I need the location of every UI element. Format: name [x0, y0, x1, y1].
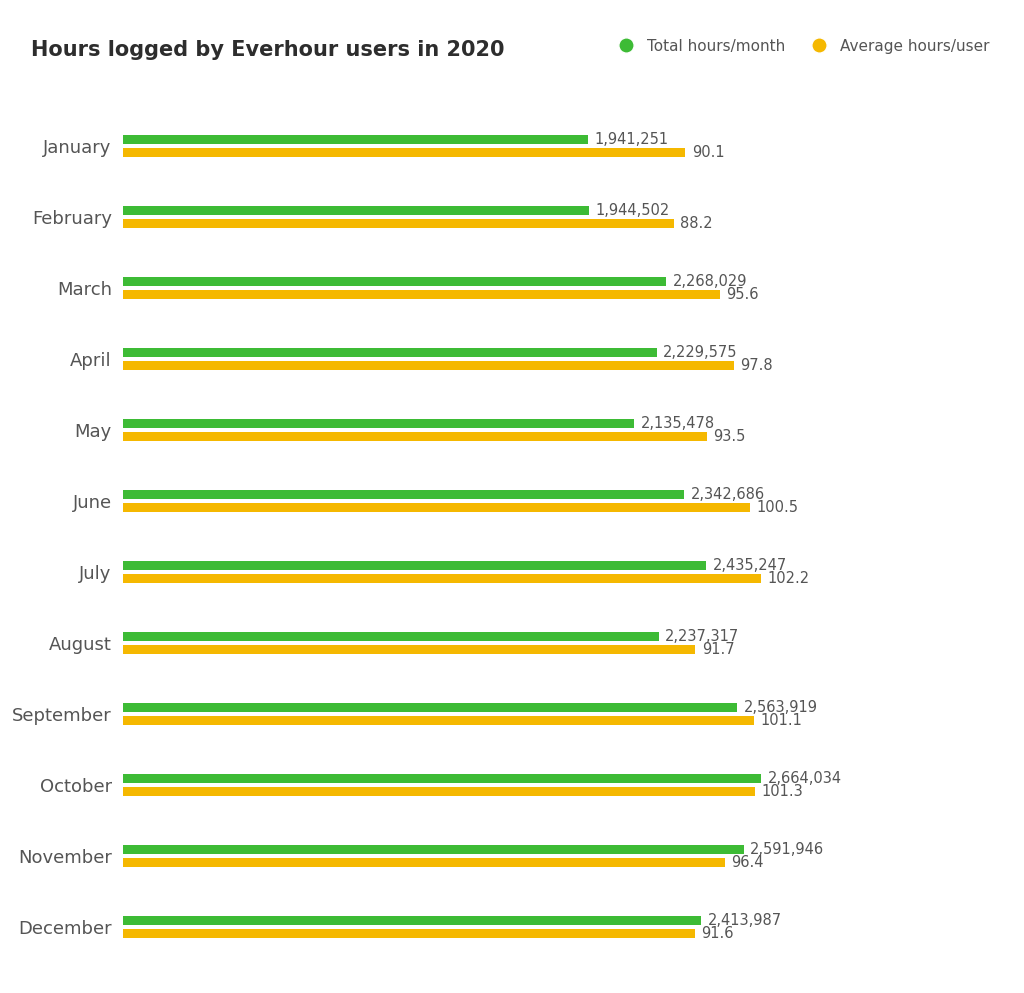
Text: 96.4: 96.4: [731, 855, 764, 870]
Text: 2,229,575: 2,229,575: [664, 346, 738, 360]
Bar: [123, 561, 707, 570]
Text: 1,944,502: 1,944,502: [595, 204, 670, 218]
Bar: [123, 502, 751, 512]
Text: 93.5: 93.5: [713, 429, 745, 444]
Text: 2,591,946: 2,591,946: [751, 842, 824, 857]
Text: 2,135,478: 2,135,478: [641, 416, 715, 431]
Bar: [123, 633, 658, 641]
Bar: [123, 207, 589, 215]
Text: Hours logged by Everhour users in 2020: Hours logged by Everhour users in 2020: [31, 40, 504, 60]
Bar: [123, 135, 588, 144]
Text: 1,941,251: 1,941,251: [594, 132, 669, 147]
Bar: [123, 148, 685, 157]
Text: 2,563,919: 2,563,919: [743, 700, 817, 715]
Text: 2,664,034: 2,664,034: [767, 772, 842, 786]
Legend: Total hours/month, Average hours/user: Total hours/month, Average hours/user: [604, 33, 996, 60]
Bar: [123, 716, 754, 725]
Bar: [123, 419, 635, 428]
Bar: [123, 491, 684, 499]
Bar: [123, 574, 761, 583]
Text: 2,435,247: 2,435,247: [713, 558, 786, 573]
Bar: [123, 703, 737, 712]
Text: 2,342,686: 2,342,686: [690, 488, 765, 502]
Text: 90.1: 90.1: [692, 145, 724, 160]
Text: 95.6: 95.6: [726, 287, 759, 302]
Bar: [123, 360, 733, 370]
Text: 2,237,317: 2,237,317: [666, 630, 739, 644]
Text: 100.5: 100.5: [757, 499, 799, 515]
Bar: [123, 845, 743, 854]
Bar: [123, 916, 701, 925]
Text: 97.8: 97.8: [740, 358, 772, 373]
Text: 2,268,029: 2,268,029: [673, 274, 748, 289]
Bar: [123, 277, 667, 286]
Text: 102.2: 102.2: [767, 571, 810, 586]
Bar: [123, 928, 695, 938]
Text: 101.3: 101.3: [762, 783, 804, 799]
Text: 91.6: 91.6: [701, 925, 734, 941]
Bar: [123, 432, 707, 441]
Bar: [123, 858, 725, 867]
Bar: [123, 349, 657, 357]
Bar: [123, 290, 720, 299]
Bar: [123, 774, 761, 783]
Text: 91.7: 91.7: [701, 641, 734, 657]
Bar: [123, 644, 695, 654]
Text: 2,413,987: 2,413,987: [708, 914, 781, 928]
Text: 88.2: 88.2: [680, 216, 713, 231]
Bar: [123, 786, 756, 796]
Text: 101.1: 101.1: [761, 713, 803, 728]
Bar: [123, 218, 674, 228]
